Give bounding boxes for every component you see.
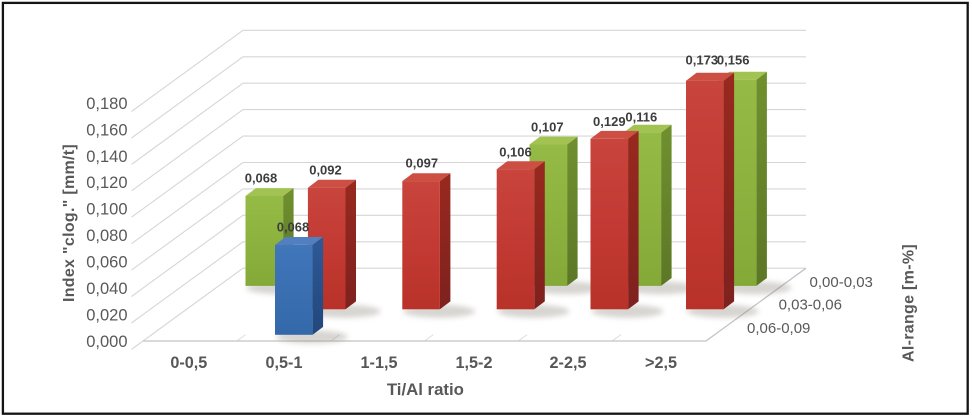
svg-text:0,040: 0,040 [86,280,127,298]
svg-text:0,068: 0,068 [277,220,310,235]
svg-text:0,129: 0,129 [593,114,626,129]
svg-text:0,080: 0,080 [86,227,127,245]
svg-text:0,06-0,09: 0,06-0,09 [747,320,810,337]
svg-text:0,060: 0,060 [86,254,127,272]
svg-text:0,116: 0,116 [625,110,657,125]
svg-text:0,100: 0,100 [86,201,127,219]
svg-text:0-0,5: 0-0,5 [170,354,207,372]
svg-text:0,120: 0,120 [86,174,127,192]
svg-text:2-2,5: 2-2,5 [550,354,587,372]
svg-text:0,000: 0,000 [86,333,127,351]
svg-text:0,160: 0,160 [86,121,127,139]
svg-text:0,020: 0,020 [86,306,127,324]
svg-text:0,5-1: 0,5-1 [266,354,303,372]
svg-text:1,5-2: 1,5-2 [456,354,493,372]
svg-text:0,068: 0,068 [245,171,278,186]
svg-text:0,097: 0,097 [406,156,439,171]
svg-text:0,173: 0,173 [686,53,719,68]
svg-text:Index "clog." [mm/t]: Index "clog." [mm/t] [61,144,78,302]
svg-text:0,092: 0,092 [309,163,342,178]
svg-text:1-1,5: 1-1,5 [361,354,398,372]
svg-text:0,03-0,06: 0,03-0,06 [779,296,842,313]
svg-text:0,180: 0,180 [86,95,127,113]
svg-text:0,156: 0,156 [717,53,750,68]
svg-text:0,00-0,03: 0,00-0,03 [810,274,873,291]
svg-text:0,106: 0,106 [499,145,532,160]
svg-text:0,107: 0,107 [531,120,564,135]
svg-text:Ti/Al ratio: Ti/Al ratio [387,380,464,399]
svg-text:>2,5: >2,5 [645,354,677,372]
svg-text:Al-range [m-%]: Al-range [m-%] [901,244,918,362]
svg-text:0,140: 0,140 [86,148,127,166]
